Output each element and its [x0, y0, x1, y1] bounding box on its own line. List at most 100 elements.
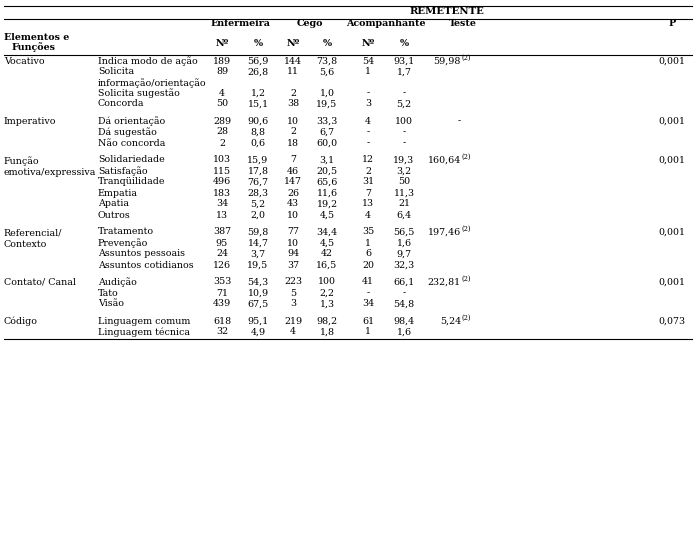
Text: 12: 12	[362, 156, 374, 165]
Text: 3,7: 3,7	[251, 250, 266, 259]
Text: -: -	[366, 289, 370, 297]
Text: Funções: Funções	[12, 42, 56, 52]
Text: Função: Função	[4, 156, 40, 166]
Text: 4,5: 4,5	[319, 239, 335, 247]
Text: 0,001: 0,001	[658, 156, 686, 165]
Text: -: -	[402, 289, 406, 297]
Text: 5,2: 5,2	[397, 100, 411, 108]
Text: 5,24: 5,24	[440, 316, 461, 325]
Text: 41: 41	[362, 277, 374, 286]
Text: Solicita: Solicita	[98, 67, 134, 77]
Text: 56,9: 56,9	[247, 57, 269, 66]
Text: 1,6: 1,6	[397, 239, 411, 247]
Text: 1,2: 1,2	[251, 88, 265, 97]
Text: Contexto: Contexto	[4, 240, 47, 249]
Text: 90,6: 90,6	[247, 117, 269, 126]
Text: Apatia: Apatia	[98, 200, 129, 208]
Text: 95,1: 95,1	[247, 316, 269, 325]
Text: 4: 4	[365, 117, 371, 126]
Text: 7: 7	[290, 156, 296, 165]
Text: 3: 3	[290, 300, 296, 309]
Text: 232,81: 232,81	[428, 277, 461, 286]
Text: -: -	[402, 138, 406, 147]
Text: 73,8: 73,8	[317, 57, 338, 66]
Text: 32,3: 32,3	[393, 261, 415, 270]
Text: 223: 223	[284, 277, 302, 286]
Text: 1,8: 1,8	[319, 327, 335, 336]
Text: 43: 43	[287, 200, 299, 208]
Text: Empatia: Empatia	[98, 188, 138, 197]
Text: 4: 4	[219, 88, 225, 97]
Text: 2: 2	[365, 166, 371, 176]
Text: 353: 353	[213, 277, 231, 286]
Text: 1: 1	[365, 327, 371, 336]
Text: 2: 2	[290, 127, 296, 137]
Text: 37: 37	[287, 261, 299, 270]
Text: 0,001: 0,001	[658, 57, 686, 66]
Text: Assuntos cotidianos: Assuntos cotidianos	[98, 261, 193, 270]
Text: 46: 46	[287, 166, 299, 176]
Text: Dá sugestão: Dá sugestão	[98, 127, 157, 137]
Text: 50: 50	[216, 100, 228, 108]
Text: 1: 1	[365, 239, 371, 247]
Text: 1,0: 1,0	[319, 88, 335, 97]
Text: 33,3: 33,3	[316, 117, 338, 126]
Text: 21: 21	[398, 200, 410, 208]
Text: 16,5: 16,5	[317, 261, 338, 270]
Text: 100: 100	[318, 277, 336, 286]
Text: 10: 10	[287, 239, 299, 247]
Text: Elementos e: Elementos e	[4, 33, 69, 42]
Text: 19,5: 19,5	[317, 100, 338, 108]
Text: 89: 89	[216, 67, 228, 77]
Text: 15,9: 15,9	[247, 156, 269, 165]
Text: 0,001: 0,001	[658, 277, 686, 286]
Text: Vocativo: Vocativo	[4, 57, 45, 66]
Text: -: -	[402, 88, 406, 97]
Text: 42: 42	[321, 250, 333, 259]
Text: Solicita sugestão: Solicita sugestão	[98, 88, 180, 98]
Text: 34: 34	[216, 200, 228, 208]
Text: 7: 7	[365, 188, 371, 197]
Text: 14,7: 14,7	[248, 239, 269, 247]
Text: 1,7: 1,7	[397, 67, 411, 77]
Text: 28: 28	[216, 127, 228, 137]
Text: Nº: Nº	[286, 38, 299, 47]
Text: 76,7: 76,7	[248, 177, 269, 186]
Text: %: %	[322, 38, 331, 47]
Text: Nº: Nº	[215, 38, 228, 47]
Text: 10,9: 10,9	[248, 289, 269, 297]
Text: -: -	[366, 138, 370, 147]
Text: 4,5: 4,5	[319, 211, 335, 220]
Text: 19,2: 19,2	[317, 200, 338, 208]
Text: Assuntos pessoais: Assuntos pessoais	[98, 250, 185, 259]
Text: Concorda: Concorda	[98, 100, 145, 108]
Text: Audição: Audição	[98, 277, 137, 287]
Text: Outros: Outros	[98, 211, 131, 220]
Text: 439: 439	[213, 300, 231, 309]
Text: 8,8: 8,8	[251, 127, 265, 137]
Text: (2): (2)	[462, 314, 471, 321]
Text: 496: 496	[213, 177, 231, 186]
Text: (2): (2)	[462, 225, 471, 232]
Text: -: -	[366, 127, 370, 137]
Text: 18: 18	[287, 138, 299, 147]
Text: 147: 147	[284, 177, 302, 186]
Text: (2): (2)	[462, 152, 471, 161]
Text: 2: 2	[219, 138, 225, 147]
Text: 95: 95	[216, 239, 228, 247]
Text: 38: 38	[287, 100, 299, 108]
Text: 20: 20	[362, 261, 374, 270]
Text: 11,3: 11,3	[393, 188, 415, 197]
Text: 100: 100	[395, 117, 413, 126]
Text: informação/orientação: informação/orientação	[98, 78, 207, 88]
Text: 144: 144	[284, 57, 302, 66]
Text: 6: 6	[365, 250, 371, 259]
Text: 56,5: 56,5	[393, 227, 415, 236]
Text: 65,6: 65,6	[316, 177, 338, 186]
Text: Linguagem comum: Linguagem comum	[98, 316, 191, 325]
Text: Nº: Nº	[361, 38, 374, 47]
Text: Contato/ Canal: Contato/ Canal	[4, 277, 76, 286]
Text: 19,3: 19,3	[393, 156, 415, 165]
Text: Teste: Teste	[449, 19, 477, 28]
Text: 1,3: 1,3	[319, 300, 335, 309]
